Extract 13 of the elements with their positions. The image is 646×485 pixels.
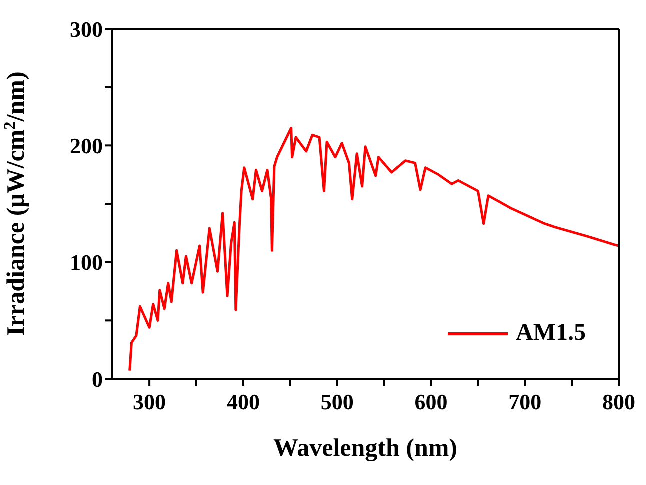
x-tick-label: 700 <box>508 390 542 415</box>
y-tick-label: 200 <box>70 133 103 158</box>
x-tick-label: 300 <box>133 390 166 415</box>
x-tick-label: 400 <box>226 390 260 415</box>
y-tick-label: 0 <box>92 366 103 392</box>
x-axis-title: Wavelength (nm) <box>273 435 458 462</box>
x-tick-label: 500 <box>320 390 354 415</box>
x-tick-label: 800 <box>602 390 636 415</box>
y-tick-label: 300 <box>70 16 103 42</box>
y-tick-label: 100 <box>70 250 103 276</box>
line-series <box>128 126 619 372</box>
x-tick-label: 600 <box>414 390 448 415</box>
legend-label: AM1.5 <box>516 320 586 347</box>
